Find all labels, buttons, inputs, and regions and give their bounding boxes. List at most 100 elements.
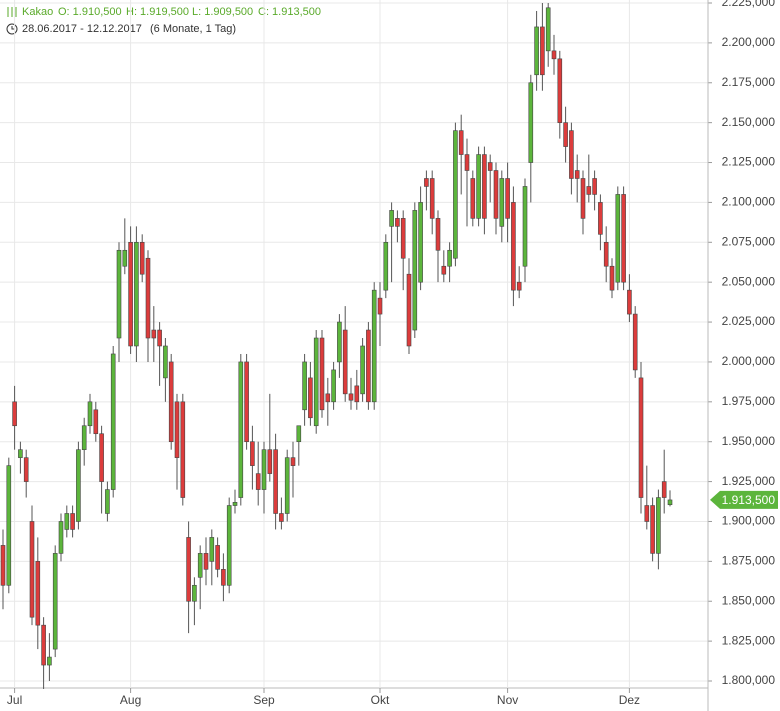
- candle-body: [35, 561, 41, 626]
- candle-body: [638, 377, 644, 498]
- candle-body: [586, 186, 592, 195]
- candle-body: [64, 513, 70, 530]
- candle-body: [255, 473, 261, 490]
- candle-body: [18, 449, 23, 458]
- high-label: H: 1.919,500: [126, 6, 189, 18]
- candle-body: [325, 393, 331, 403]
- candle-body: [377, 297, 383, 315]
- candle-body: [151, 329, 157, 339]
- candle-body: [134, 241, 139, 347]
- candle-body: [290, 457, 296, 466]
- candle-body: [87, 401, 93, 427]
- candle-body: [505, 178, 510, 219]
- candle-body: [650, 505, 655, 554]
- candle-body: [203, 553, 209, 570]
- y-tick-label: 2.125,000: [722, 155, 776, 169]
- y-tick-label: 1.950,000: [722, 434, 776, 448]
- candle-body: [470, 178, 476, 219]
- candle-body: [644, 505, 650, 522]
- candle-body: [371, 289, 377, 403]
- candle-body: [197, 553, 203, 578]
- candle-body: [308, 377, 313, 419]
- candle-body: [319, 337, 325, 411]
- candle-body: [296, 425, 302, 443]
- y-tick-label: 2.050,000: [722, 274, 776, 288]
- y-tick-label: 2.200,000: [722, 35, 776, 49]
- low-label: L: 1.909,500: [192, 6, 253, 18]
- candle-body: [0, 545, 6, 586]
- x-tick-label: Jul: [7, 693, 22, 707]
- candle-body: [93, 409, 99, 435]
- y-tick-label: 1.925,000: [722, 474, 776, 488]
- y-tick-label: 1.975,000: [722, 394, 776, 408]
- candle-body: [348, 393, 354, 401]
- last-price-tag: [710, 490, 778, 509]
- candle-body: [476, 154, 481, 219]
- candle-body: [163, 345, 168, 379]
- candle-body: [145, 257, 151, 339]
- candle-body: [41, 624, 46, 666]
- candle-body: [192, 584, 197, 602]
- candle-icon: [7, 7, 17, 17]
- candle-body: [52, 553, 58, 650]
- instrument-name: Kakao: [22, 6, 53, 18]
- candle-body: [545, 7, 551, 52]
- candle-body: [656, 497, 661, 554]
- candle-body: [632, 313, 638, 371]
- candle-body: [174, 401, 180, 458]
- candle-body: [615, 194, 621, 283]
- candle-body: [58, 521, 64, 554]
- candle-body: [429, 178, 435, 219]
- candle-body: [551, 50, 557, 60]
- candle-body: [284, 457, 290, 514]
- candle-body: [105, 489, 110, 514]
- candle-body: [128, 241, 133, 347]
- y-tick-label: 1.850,000: [722, 593, 776, 607]
- candle-body: [29, 521, 35, 618]
- candle-body: [516, 281, 522, 291]
- candle-body: [487, 162, 493, 171]
- candle-body: [627, 289, 632, 315]
- candle-body: [139, 241, 145, 275]
- candle-body: [406, 273, 412, 347]
- candle-body: [482, 154, 487, 219]
- candle-body: [221, 569, 226, 586]
- candle-body: [389, 210, 394, 227]
- candle-body: [609, 265, 615, 291]
- candle-body: [400, 218, 406, 259]
- header: Kakao O: 1.910,500 H: 1.919,500 L: 1.909…: [6, 6, 321, 35]
- candle-body: [47, 656, 52, 666]
- candle-body: [273, 449, 278, 514]
- candle-body: [598, 202, 603, 235]
- candle-body: [603, 241, 609, 267]
- candle-body: [447, 249, 452, 267]
- candle-body: [337, 321, 342, 363]
- candle-body: [563, 122, 568, 147]
- candle-body: [557, 58, 563, 123]
- candle-body: [122, 249, 128, 267]
- candle-body: [267, 449, 273, 474]
- candle-body: [383, 241, 389, 291]
- x-tick-label: Aug: [120, 693, 141, 707]
- candle-body: [238, 361, 244, 498]
- candle-body: [522, 186, 528, 267]
- candle-body: [458, 130, 464, 155]
- candle-body: [667, 499, 673, 506]
- candle-body: [250, 441, 255, 466]
- clock-icon: [6, 23, 18, 35]
- candle-body: [186, 537, 191, 602]
- candle-body: [499, 178, 505, 227]
- candle-body: [395, 218, 400, 227]
- candle-body: [23, 457, 29, 482]
- candle-body: [261, 449, 267, 490]
- candle-body: [464, 154, 470, 171]
- candle-body: [511, 202, 516, 291]
- clock-hands: [11, 26, 15, 30]
- candle-body: [534, 26, 539, 76]
- y-tick-label: 2.175,000: [722, 75, 776, 89]
- candle-body: [580, 178, 586, 219]
- y-tick-label: 2.100,000: [722, 195, 776, 209]
- close-label: C: 1.913,500: [258, 6, 321, 18]
- candle-body: [76, 449, 81, 522]
